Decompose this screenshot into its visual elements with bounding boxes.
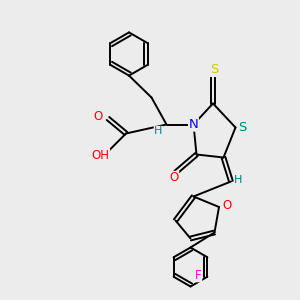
- Text: O: O: [223, 199, 232, 212]
- Text: S: S: [238, 121, 246, 134]
- Text: OH: OH: [92, 149, 110, 162]
- Text: O: O: [169, 171, 178, 184]
- Text: H: H: [234, 175, 243, 185]
- Text: N: N: [189, 118, 198, 131]
- Text: S: S: [210, 63, 219, 76]
- Text: H: H: [154, 126, 163, 136]
- Text: O: O: [94, 110, 103, 124]
- Text: F: F: [195, 269, 202, 282]
